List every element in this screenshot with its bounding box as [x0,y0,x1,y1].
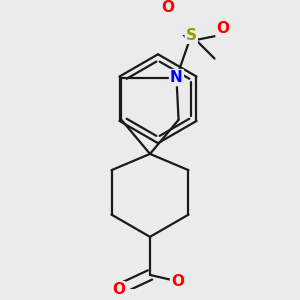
Text: O: O [112,282,125,297]
Text: O: O [217,21,230,36]
Text: S: S [186,28,197,43]
Text: O: O [161,0,175,15]
Text: O: O [171,274,184,289]
Text: N: N [170,70,183,85]
